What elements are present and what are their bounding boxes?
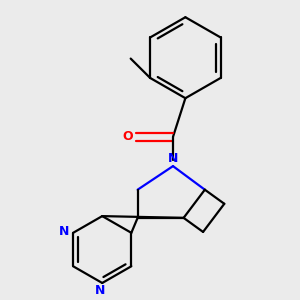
Text: N: N xyxy=(59,225,70,238)
Text: N: N xyxy=(168,152,178,165)
Text: O: O xyxy=(123,130,134,143)
Text: N: N xyxy=(95,284,106,297)
